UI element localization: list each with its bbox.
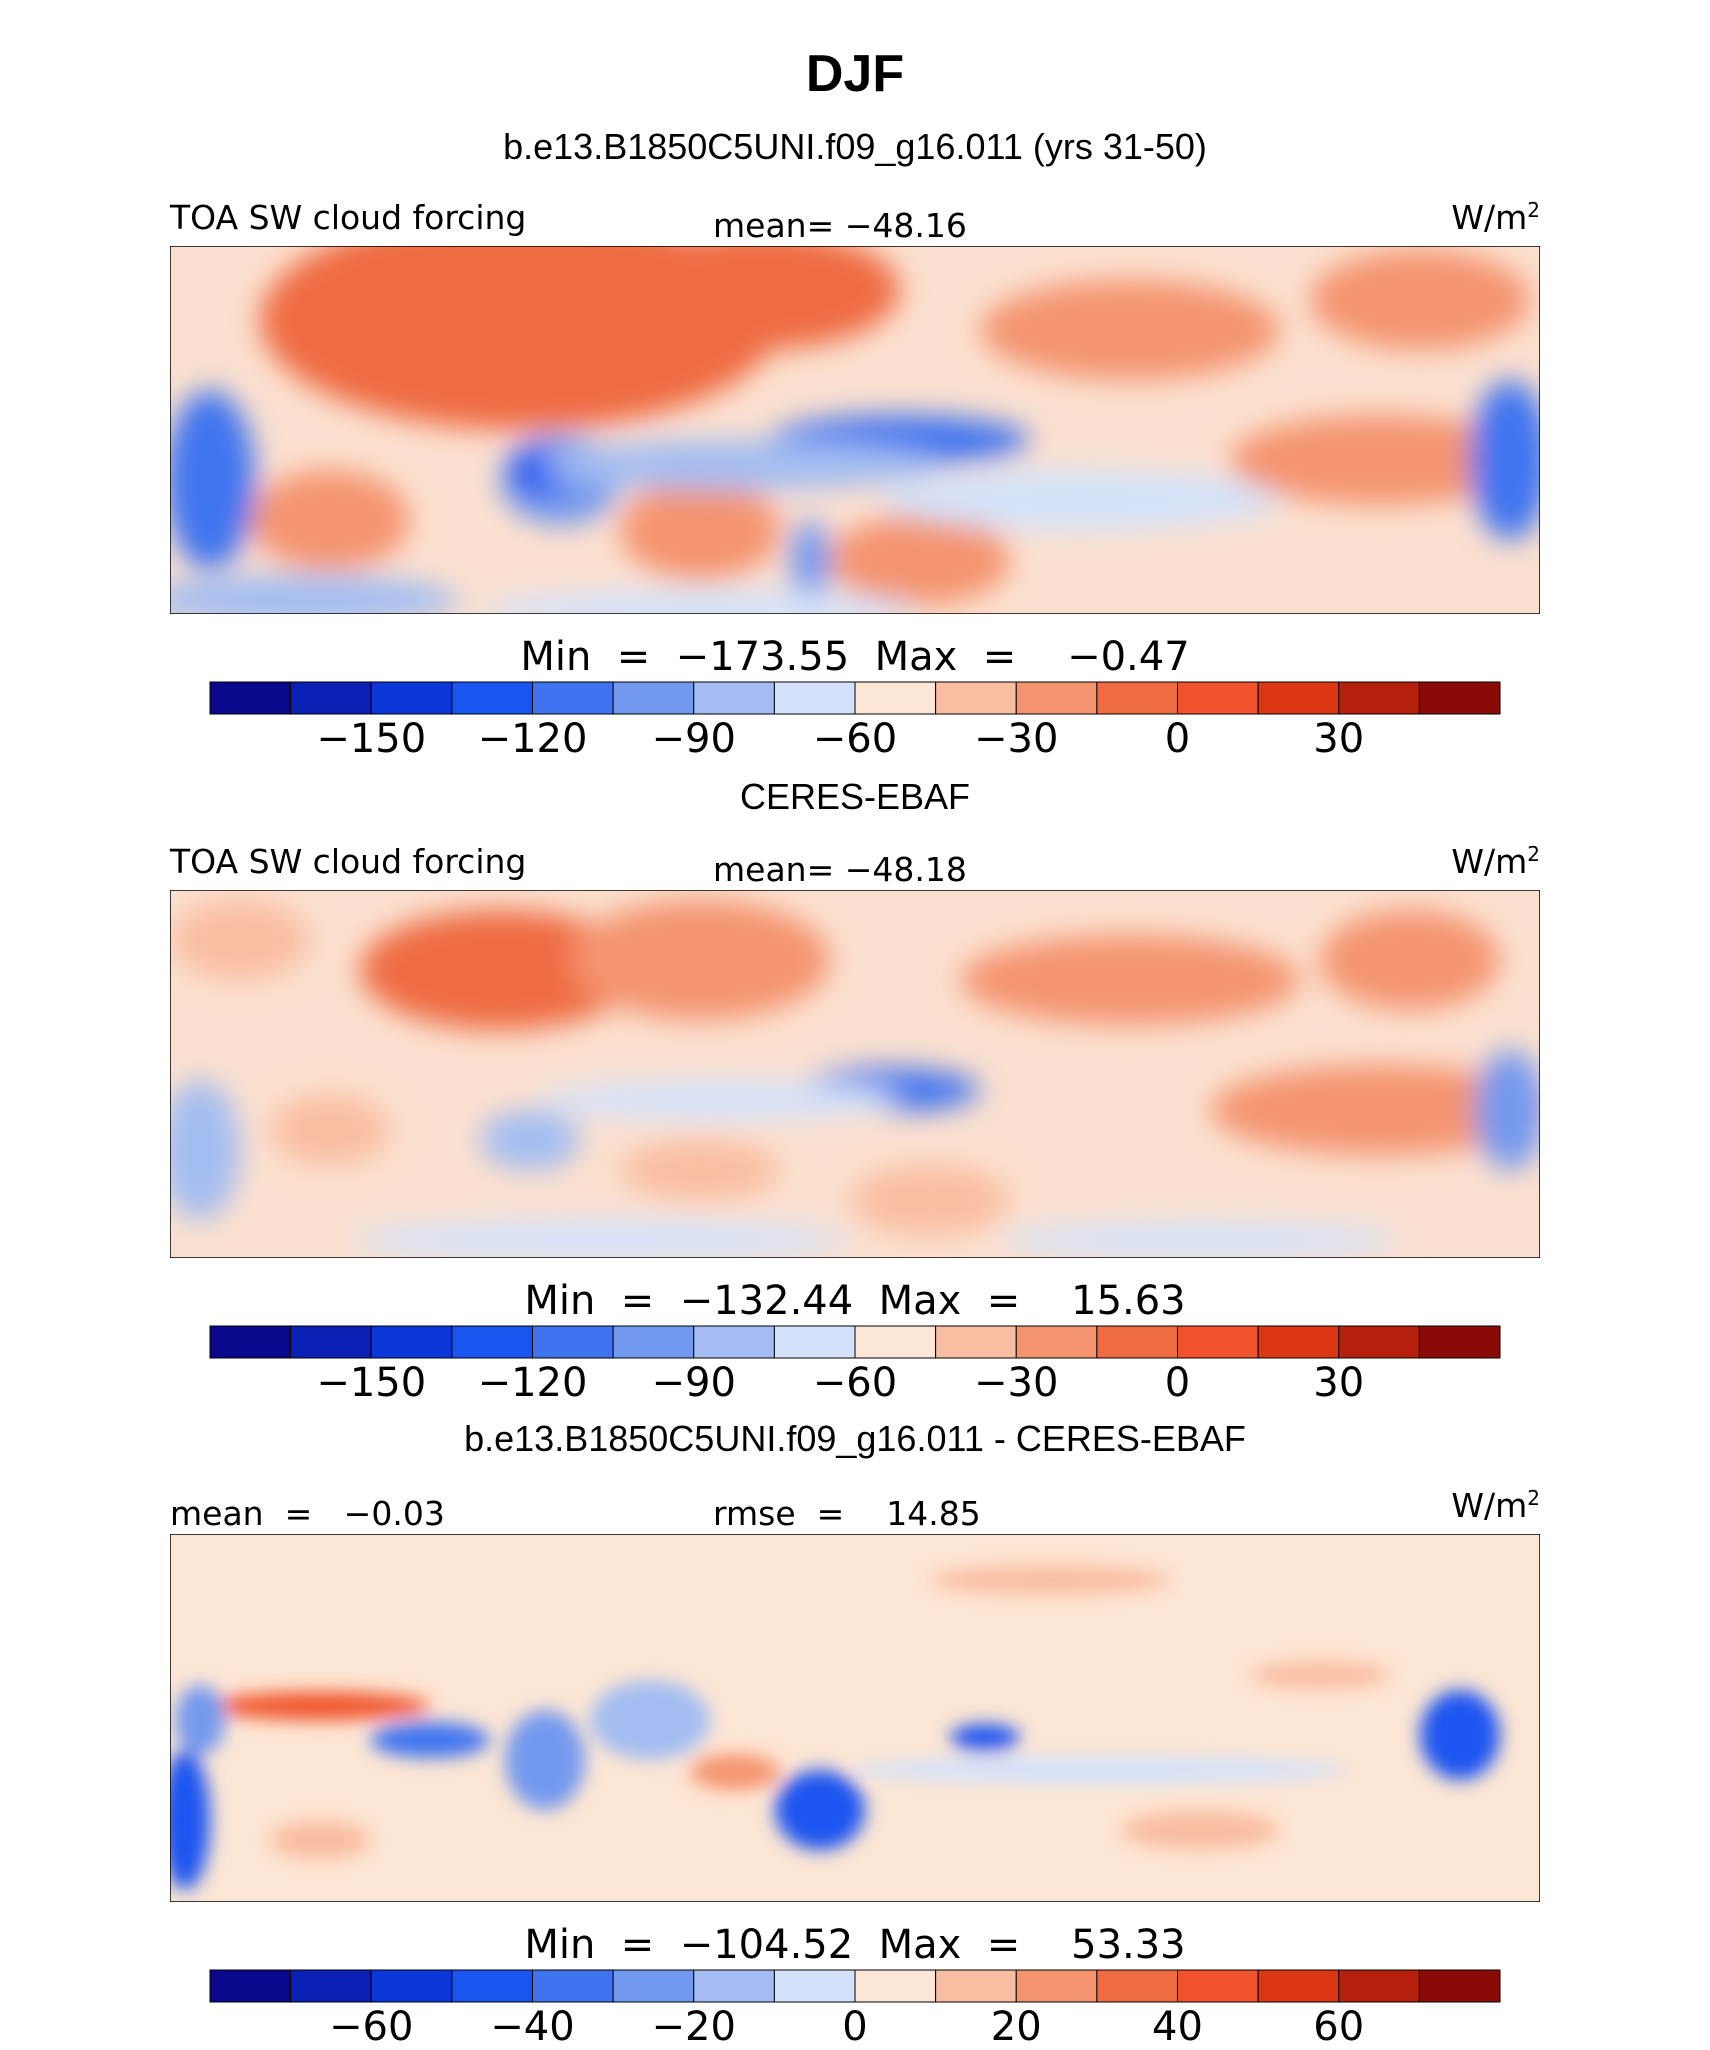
map-panel-model: [170, 246, 1540, 614]
colorbar-swatch: [1338, 681, 1420, 715]
rmse-label-diff: rmse = 14.85: [713, 1494, 981, 1533]
colorbar-swatch: [1177, 1325, 1259, 1359]
colorbar-swatch: [854, 1325, 937, 1359]
colorbar-tick-label: 30: [1313, 1360, 1365, 1406]
colorbar-swatch: [209, 1969, 292, 2003]
units-label-model: W/m2: [1451, 198, 1540, 237]
colorbar-swatch: [773, 1325, 856, 1359]
minmax-label-model: Min = −173.55 Max = −0.47: [520, 634, 1190, 680]
colorbar-swatch: [1015, 1325, 1098, 1359]
colorbar-swatch: [1177, 1969, 1259, 2003]
map-panel-obs: [170, 890, 1540, 1258]
mean-label-model: mean= −48.16: [713, 206, 967, 245]
colorbar-swatch: [1257, 1969, 1340, 2003]
colorbar-swatch: [451, 681, 533, 715]
colorbar-swatch: [1418, 1325, 1501, 1359]
colorbar-swatch: [532, 681, 614, 715]
units-label-diff: W/m2: [1451, 1486, 1540, 1525]
colorbar-swatch: [290, 1969, 372, 2003]
colorbar-swatch: [1096, 1325, 1178, 1359]
colorbar-tick-label: −40: [490, 2004, 575, 2050]
colorbar-tick-label: −60: [812, 1360, 898, 1406]
colorbar-swatch: [1257, 1325, 1340, 1359]
mean-label-obs: mean= −48.18: [713, 850, 967, 889]
colorbar-swatch: [451, 1325, 533, 1359]
colorbar-swatch: [612, 1325, 695, 1359]
colorbar-swatch: [693, 681, 775, 715]
colorbar-swatch: [532, 1325, 614, 1359]
subtitle-model: b.e13.B1850C5UNI.f09_g16.011 (yrs 31-50): [503, 126, 1207, 167]
colorbar-tick-label: −120: [477, 716, 588, 762]
colorbar-swatch: [290, 681, 372, 715]
colorbar-obs: [209, 1325, 1501, 1359]
colorbar-swatch: [935, 1969, 1017, 2003]
colorbar-swatch: [1338, 1325, 1420, 1359]
colorbar-swatch: [1257, 681, 1340, 715]
colorbar-swatch: [1177, 681, 1259, 715]
colorbar-swatch: [612, 1969, 695, 2003]
colorbar-tick-label: −20: [651, 2004, 736, 2050]
colorbar-swatch: [370, 1969, 453, 2003]
colorbar-swatch: [854, 681, 937, 715]
colorbar-tick-label: 20: [990, 2004, 1042, 2050]
colorbar-swatch: [612, 681, 695, 715]
colorbar-swatch: [209, 681, 292, 715]
colorbar-swatch: [773, 1969, 856, 2003]
colorbar-swatch: [1096, 1969, 1178, 2003]
colorbar-tick-label: −60: [329, 2004, 414, 2050]
colorbar-swatch: [693, 1969, 775, 2003]
colorbar-swatch: [693, 1325, 775, 1359]
colorbar-swatch: [854, 1969, 937, 2003]
mean-label-diff: mean = −0.03: [170, 1494, 445, 1533]
colorbar-tick-label: −60: [812, 716, 898, 762]
colorbar-tick-label: −90: [651, 716, 736, 762]
colorbar-model: [209, 681, 1501, 715]
minmax-label-obs: Min = −132.44 Max = 15.63: [524, 1278, 1186, 1324]
subtitle-obs: CERES-EBAF: [739, 776, 971, 817]
colorbar-diff: [209, 1969, 1501, 2003]
colorbar-swatch: [1338, 1969, 1420, 2003]
colorbar-swatch: [1015, 1969, 1098, 2003]
colorbar-swatch: [935, 1325, 1017, 1359]
colorbar-tick-label: −150: [316, 1360, 427, 1406]
colorbar-swatch: [1418, 681, 1501, 715]
colorbar-swatch: [370, 681, 453, 715]
colorbar-swatch: [935, 681, 1017, 715]
colorbar-tick-label: 60: [1313, 2004, 1365, 2050]
colorbar-tick-label: 0: [1164, 716, 1191, 762]
map-panel-diff: [170, 1534, 1540, 1902]
colorbar-tick-label: 30: [1313, 716, 1365, 762]
colorbar-tick-label: −150: [316, 716, 427, 762]
colorbar-tick-label: −90: [651, 1360, 736, 1406]
left-label-model: TOA SW cloud forcing: [170, 198, 527, 237]
colorbar-swatch: [773, 681, 856, 715]
subtitle-diff: b.e13.B1850C5UNI.f09_g16.011 - CERES-EBA…: [464, 1418, 1246, 1459]
colorbar-tick-label: 0: [1164, 1360, 1191, 1406]
colorbar-swatch: [370, 1325, 453, 1359]
units-label-obs: W/m2: [1451, 842, 1540, 881]
colorbar-swatch: [290, 1325, 372, 1359]
colorbar-tick-label: −120: [477, 1360, 588, 1406]
colorbar-swatch: [1096, 681, 1178, 715]
minmax-label-diff: Min = −104.52 Max = 53.33: [524, 1922, 1186, 1968]
colorbar-tick-label: 40: [1152, 2004, 1203, 2050]
colorbar-swatch: [451, 1969, 533, 2003]
colorbar-swatch: [532, 1969, 614, 2003]
colorbar-swatch: [1418, 1969, 1501, 2003]
colorbar-tick-label: −30: [974, 716, 1059, 762]
figure-title: DJF: [805, 45, 905, 103]
colorbar-tick-label: 0: [842, 2004, 868, 2050]
colorbar-swatch: [1015, 681, 1098, 715]
colorbar-tick-label: −30: [974, 1360, 1059, 1406]
colorbar-swatch: [209, 1325, 292, 1359]
left-label-obs: TOA SW cloud forcing: [170, 842, 527, 881]
